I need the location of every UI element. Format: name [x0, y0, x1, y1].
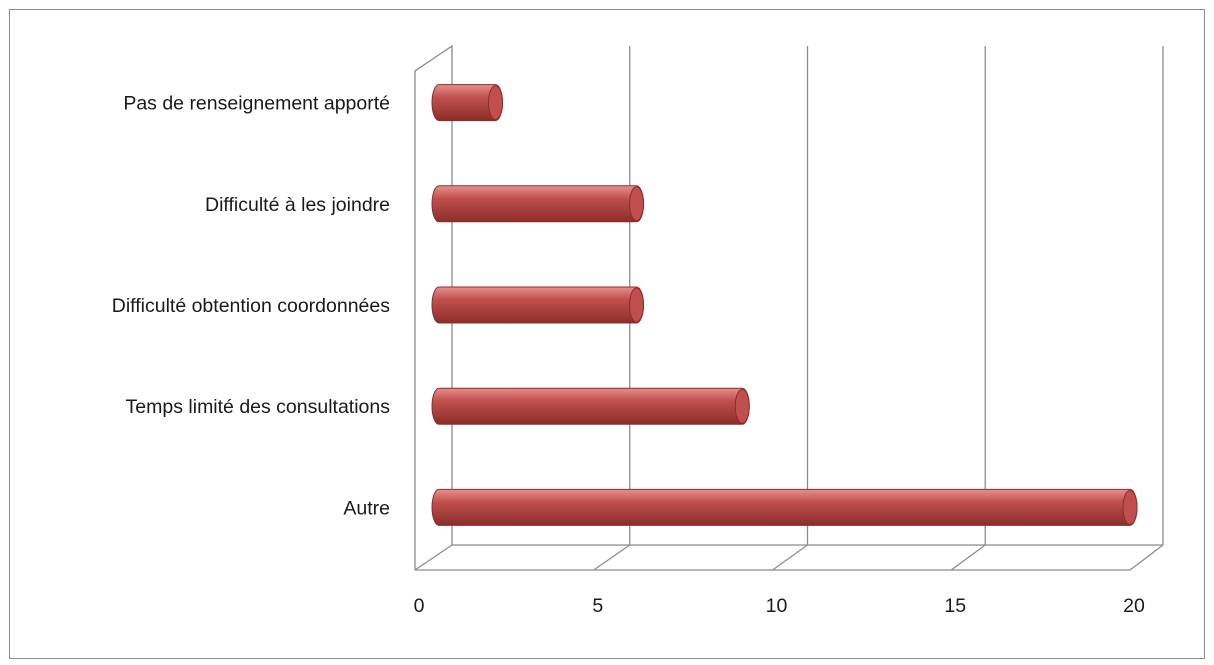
category-label: Difficulté obtention coordonnées	[112, 295, 390, 317]
bars	[431, 84, 1138, 526]
bar	[431, 84, 503, 122]
category-label: Autre	[343, 497, 390, 519]
x-tick-label: 10	[766, 595, 788, 617]
bar	[431, 387, 750, 425]
bar	[431, 488, 1138, 526]
category-label: Difficulté à les joindre	[205, 194, 390, 216]
bar	[431, 185, 644, 223]
x-axis-tick-labels: 0 5 10 15 20	[414, 595, 1145, 617]
x-tick-label: 20	[1123, 595, 1145, 617]
floor-depth-line	[1129, 544, 1164, 571]
category-label: Temps limité des consultations	[126, 396, 391, 418]
floor-depth-line	[950, 544, 986, 571]
chart-frame	[9, 9, 1205, 659]
category-labels: Autre Temps limité des consultations Diffi…	[112, 93, 390, 520]
floor-depth-line	[414, 544, 453, 571]
x-tick-label: 0	[414, 595, 425, 617]
floor-depth-line	[772, 544, 808, 571]
floor-depth-line	[593, 544, 631, 571]
x-tick-label: 15	[944, 595, 966, 617]
bar	[431, 286, 644, 324]
x-tick-label: 5	[592, 595, 603, 617]
category-label: Pas de renseignement apporté	[123, 93, 390, 115]
